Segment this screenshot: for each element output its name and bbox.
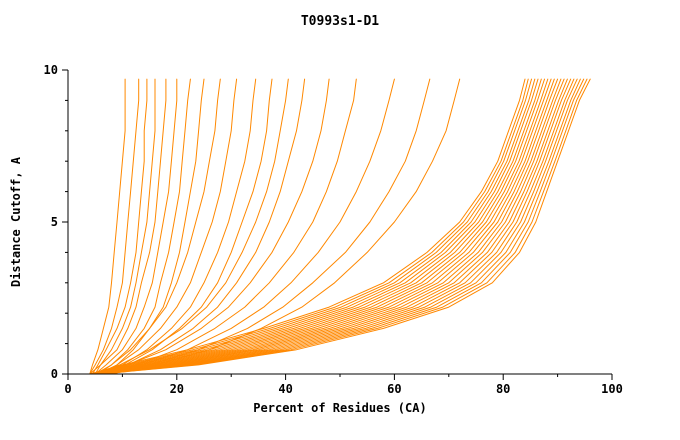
model-curve [92,78,148,375]
model-curve [90,78,532,375]
model-curve [90,78,536,375]
x-tick-label: 40 [278,382,293,396]
model-curve [89,78,126,375]
model-curve [96,78,568,375]
x-tick-label: 0 [64,382,72,396]
model-curve [105,78,395,375]
model-curve [97,78,238,375]
model-curve [97,78,191,375]
model-curve [95,78,565,375]
model-curve [100,78,591,375]
model-curve [102,78,306,375]
y-tick-label: 10 [43,63,58,77]
x-tick-label: 20 [169,382,185,396]
model-curve [97,78,575,375]
model-curve [95,78,562,375]
model-curve [99,78,585,375]
model-curve [100,78,257,375]
model-curve [92,78,545,375]
y-tick-label: 0 [50,367,58,381]
model-curve [98,78,581,375]
model-curve [91,78,539,375]
model-curve [89,78,167,375]
model-curve [94,78,156,375]
model-curve [94,78,289,375]
x-tick-label: 100 [601,382,623,396]
model-curve [92,78,542,375]
model-curve [100,78,273,375]
model-curve [99,78,588,375]
model-curve [89,78,140,375]
x-tick-label: 60 [387,382,402,396]
model-curve [105,78,357,375]
model-curve [89,78,529,375]
model-curve [94,78,555,375]
model-curve [96,78,572,375]
model-curve [94,78,178,375]
x-tick-label: 80 [495,382,511,396]
model-curve [94,78,221,375]
model-curve [98,78,578,375]
model-curve [93,78,552,375]
model-curve [100,78,330,375]
model-curve [93,78,549,375]
x-axis-label: Percent of Residues (CA) [253,401,427,415]
chart-title: T0993s1-D1 [300,14,380,29]
model-curve [89,78,526,375]
y-tick-label: 5 [50,215,58,229]
model-curve [94,78,559,375]
model-curve [100,78,205,375]
